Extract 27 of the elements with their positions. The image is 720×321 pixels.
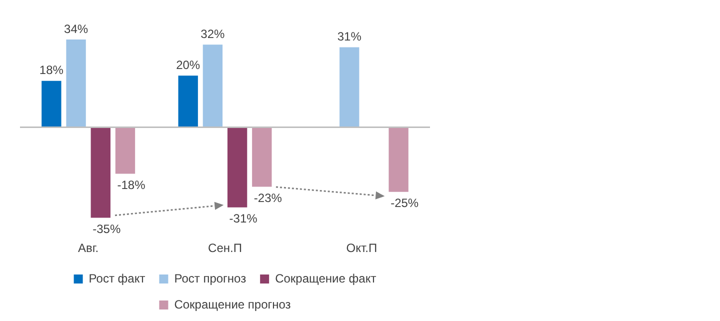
data-label: 20% — [176, 58, 200, 72]
legend-label: Сокращение факт — [275, 271, 377, 286]
data-label: -35% — [92, 222, 121, 236]
bar — [202, 44, 223, 127]
data-label: 32% — [200, 26, 226, 41]
bar — [340, 47, 360, 127]
data-label: 34% — [64, 22, 88, 36]
data-label: -23% — [254, 191, 282, 206]
bar — [227, 128, 248, 208]
bar — [66, 39, 86, 127]
bar — [115, 128, 136, 174]
data-label: 31% — [337, 30, 362, 44]
bar — [42, 80, 62, 127]
x-tick-label: Окт.П — [346, 241, 378, 256]
data-label: -25% — [390, 196, 419, 210]
legend-label: Сокращение прогноз — [174, 297, 292, 312]
x-tick-label: Авг. — [78, 241, 99, 256]
data-label: -18% — [117, 178, 146, 192]
data-label: -31% — [229, 212, 258, 226]
data-label: 18% — [39, 63, 64, 78]
bar — [90, 128, 110, 218]
bar — [178, 76, 198, 127]
bar — [388, 128, 408, 192]
legend-label: Рост прогноз — [174, 271, 247, 286]
x-tick-label: Сен.П — [208, 241, 242, 256]
bar — [252, 128, 272, 187]
legend-label: Рост факт — [88, 271, 146, 286]
